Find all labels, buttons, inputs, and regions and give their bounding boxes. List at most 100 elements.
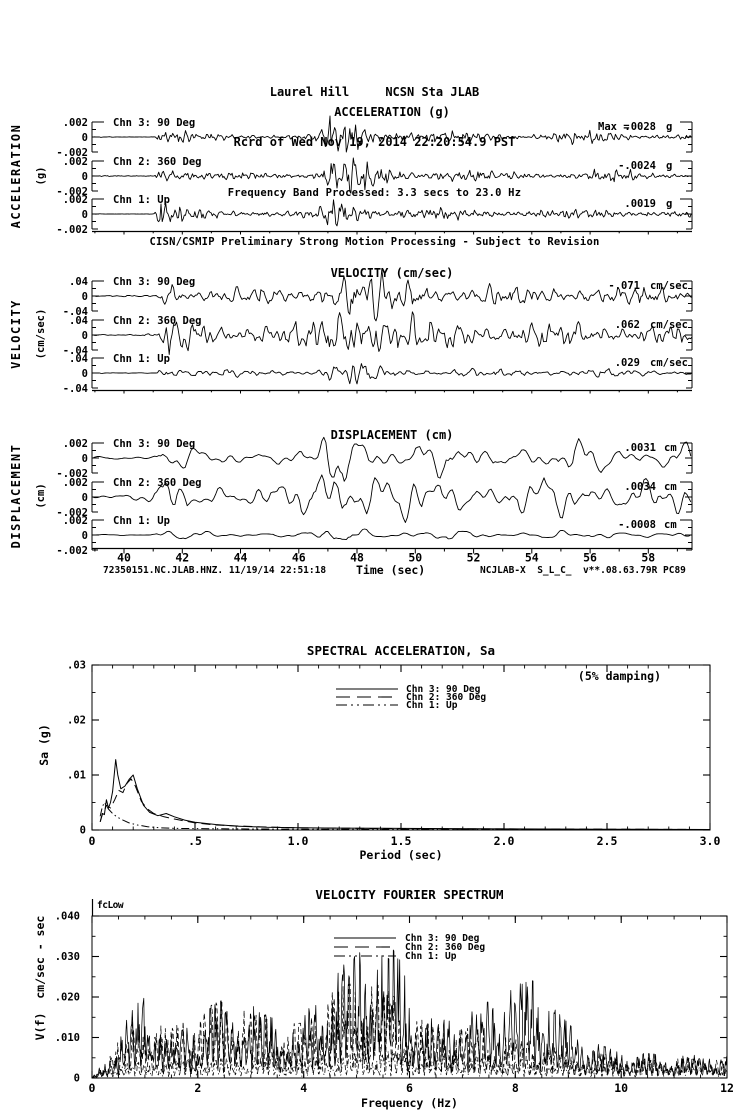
max-value-label: .0028 <box>624 121 656 133</box>
waveform-chn-3-90-deg <box>93 115 692 153</box>
y-tick-label: .002 <box>63 194 88 206</box>
y-tick-label: -.04 <box>63 383 88 395</box>
y-tick-label: 0 <box>74 1073 80 1085</box>
y-tick-label: .04 <box>69 315 88 327</box>
waveform-chn-1-up <box>93 199 692 227</box>
x-tick-label: 40 <box>117 551 131 565</box>
y-tick-label: .002 <box>63 438 88 450</box>
time-series-plot: Chn 3: 90 Deg .002 0 -.002 Max =.0028 g Chn 2:… <box>56 115 693 565</box>
x-tick-label: 44 <box>234 551 248 565</box>
x-tick-label: 48 <box>350 551 364 565</box>
x-tick-label: 10 <box>614 1081 628 1095</box>
report-header: Laurel Hill NCSN Sta JLAB Rcrd of Wed No… <box>5 48 739 286</box>
legend-label: Chn 2: 360 Deg <box>405 942 485 953</box>
fc-low-marker: fcLow <box>97 900 124 911</box>
legend-label: Chn 1: Up <box>405 951 457 962</box>
y-tick-label: .02 <box>67 715 86 727</box>
max-unit-label: g <box>666 160 672 172</box>
damping-note: (5% damping) <box>577 669 661 683</box>
frequency-band-line: Frequency Band Processed: 3.3 secs to 23… <box>227 187 522 199</box>
x-tick-label: 6 <box>406 1081 413 1095</box>
y-tick-label: 0 <box>82 209 88 221</box>
y-tick-label: 0 <box>82 132 88 144</box>
x-tick-label: 2 <box>194 1081 201 1095</box>
y-tick-label: .002 <box>63 477 88 489</box>
fourier-spectrum-chn-1-up <box>91 1050 728 1079</box>
record-id-footer: 72350151.NC.JLAB.HNZ. 11/19/14 22:51:18 <box>103 565 327 576</box>
y-tick-label: -.04 <box>63 345 88 357</box>
x-tick-label: 1.5 <box>391 834 412 848</box>
y-tick-label: .030 <box>55 951 80 963</box>
waveform-chn-3-90-deg <box>93 268 693 322</box>
sa-curve-chn-1-up <box>99 802 711 831</box>
max-unit-label: g <box>666 198 672 210</box>
x-tick-label: 2.5 <box>597 834 618 848</box>
max-unit-label: cm/sec <box>650 280 688 292</box>
channel-label: Chn 3: 90 Deg <box>113 438 195 450</box>
max-value-label: .062 <box>615 319 640 331</box>
y-tick-label: .01 <box>67 770 86 782</box>
x-tick-label: 0 <box>89 1081 96 1095</box>
legend-label: Chn 2: 360 Deg <box>406 692 486 703</box>
y-tick-label: 0 <box>82 171 88 183</box>
y-tick-label: 0 <box>82 453 88 465</box>
y-tick-label: .03 <box>67 660 86 672</box>
max-unit-label: cm/sec <box>650 319 688 331</box>
max-value-label: -.0024 <box>618 160 656 172</box>
panel-title-acceleration: ACCELERATION (g) <box>334 105 450 119</box>
legend-label: Chn 3: 90 Deg <box>406 684 481 695</box>
fourier-chart-title: VELOCITY FOURIER SPECTRUM <box>315 887 504 902</box>
y-tick-label: -.002 <box>56 224 88 236</box>
channel-label: Chn 2: 360 Deg <box>113 477 202 489</box>
panel-title-displacement: DISPLACEMENT (cm) <box>330 428 454 442</box>
y-tick-label: .040 <box>55 911 80 923</box>
x-tick-label: 4 <box>300 1081 307 1095</box>
y-tick-label: 0 <box>82 368 88 380</box>
y-tick-label: .020 <box>55 992 80 1004</box>
legend-label: Chn 1: Up <box>406 700 458 711</box>
y-tick-label: -.002 <box>56 147 88 159</box>
x-tick-label: 3.0 <box>700 834 721 848</box>
channel-label: Chn 2: 360 Deg <box>113 315 202 327</box>
max-unit-label: g <box>666 121 672 133</box>
waveform-chn-1-up <box>93 528 692 541</box>
x-tick-label: 8 <box>512 1081 519 1095</box>
processing-disclaimer: CISN/CSMIP Preliminary Strong Motion Pro… <box>149 236 600 248</box>
waveform-chn-2-360-deg <box>93 474 692 523</box>
x-tick-label: 2.0 <box>494 834 515 848</box>
max-value-label: -.071 <box>608 280 640 292</box>
x-tick-label: .5 <box>188 834 202 848</box>
time-axis-label: Time (sec) <box>356 563 426 577</box>
max-value-label: .0034 <box>624 481 656 493</box>
legend-label: Chn 3: 90 Deg <box>405 933 480 944</box>
channel-label: Chn 3: 90 Deg <box>113 117 195 129</box>
max-unit-label: cm/sec <box>650 357 688 369</box>
y-tick-label: -.002 <box>56 468 88 480</box>
fourier-x-axis-label: Frequency (Hz) <box>361 1096 458 1110</box>
y-tick-label: 0 <box>80 825 86 837</box>
y-tick-label: .002 <box>63 515 88 527</box>
channel-label: Chn 2: 360 Deg <box>113 156 202 168</box>
y-tick-label: .002 <box>63 156 88 168</box>
y-tick-label: 0 <box>82 492 88 504</box>
channel-label: Chn 3: 90 Deg <box>113 276 195 288</box>
y-tick-label: .04 <box>69 353 88 365</box>
y-tick-label: .04 <box>69 276 88 288</box>
x-tick-label: 46 <box>292 551 306 565</box>
waveform-chn-1-up <box>93 363 693 385</box>
sa-x-axis-label: Period (sec) <box>359 848 443 862</box>
x-tick-label: 56 <box>583 551 597 565</box>
x-tick-label: 12 <box>720 1081 734 1095</box>
y-tick-label: -.002 <box>56 507 88 519</box>
y-tick-label: .010 <box>55 1032 80 1044</box>
channel-label: Chn 1: Up <box>113 194 170 206</box>
sa-plot: 0 .5 1.0 1.5 2.0 2.5 3.0 .03 .02 .01 0 Chn 3: 90 De… <box>67 660 721 849</box>
channel-label: Chn 1: Up <box>113 353 170 365</box>
max-unit-label: cm <box>664 519 677 531</box>
max-value-label: .029 <box>615 357 640 369</box>
max-value-label: -.0008 <box>618 519 656 531</box>
processing-version-footer: NCJLAB-X S_L_C_ v**.08.63.79R PC89 <box>480 565 686 576</box>
fourier-spectrum-chn-3-90-deg <box>91 949 728 1079</box>
